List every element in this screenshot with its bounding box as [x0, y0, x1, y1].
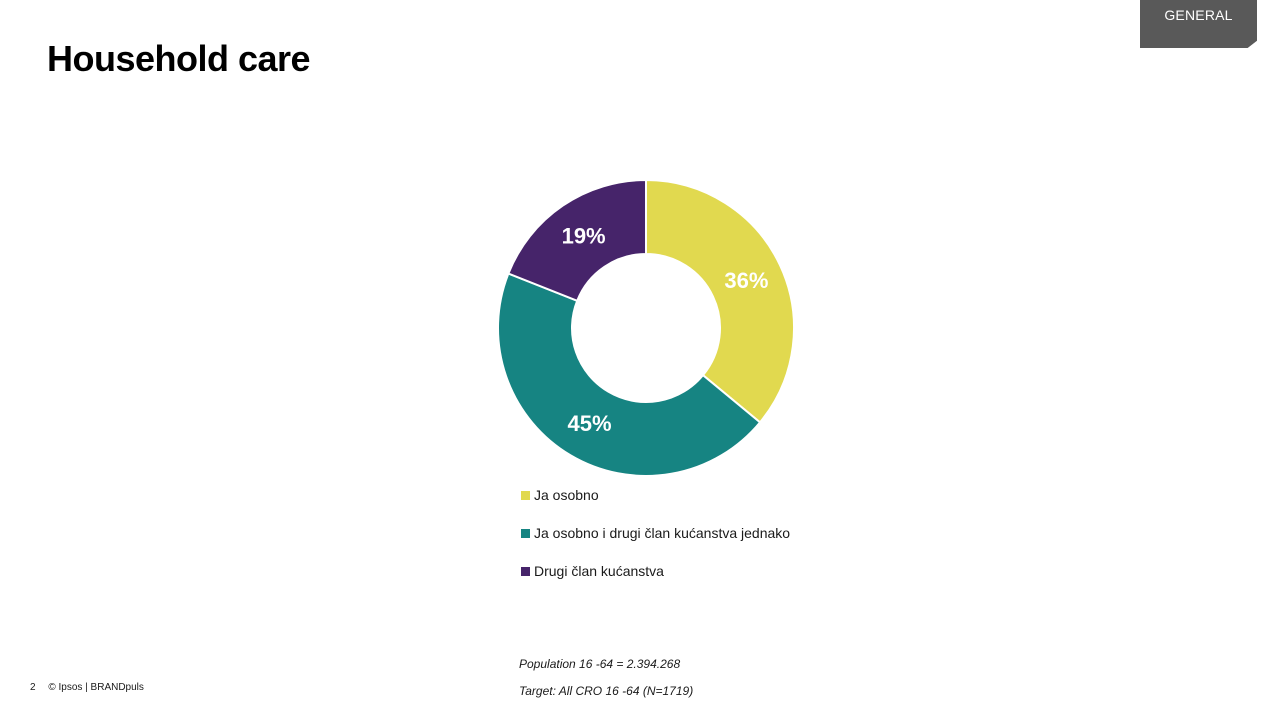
- target-note: Target: All CRO 16 -64 (N=1719): [519, 684, 694, 698]
- legend-item-1: Ja osobno: [521, 484, 790, 506]
- legend-item-3: Drugi član kućanstva: [521, 560, 790, 582]
- donut-slice-1: [645, 178, 795, 424]
- chart-legend: Ja osobno Ja osobno i drugi član kućanstv…: [521, 484, 790, 598]
- copyright: © Ipsos | BRANDpuls: [48, 682, 144, 693]
- legend-swatch: [521, 528, 530, 538]
- legend-label: Drugi član kućanstva: [534, 563, 664, 579]
- data-label-2: 45%: [567, 411, 611, 436]
- legend-label: Ja osobno i drugi član kućanstva jednako: [534, 525, 791, 541]
- data-label-3: 19%: [562, 224, 606, 249]
- legend-swatch: [521, 566, 530, 576]
- legend-label: Ja osobno: [534, 487, 599, 503]
- classification-tag: GENERAL: [1140, 0, 1257, 48]
- legend-item-2: Ja osobno i drugi član kućanstva jednako: [521, 522, 790, 544]
- legend-swatch: [521, 490, 530, 500]
- data-label-1: 36%: [724, 268, 768, 293]
- donut-slice-3: [507, 178, 647, 303]
- footer: 2 © Ipsos | BRANDpuls: [30, 682, 144, 693]
- donut-slice-2: [497, 272, 762, 477]
- page-number: 2: [30, 682, 36, 693]
- population-note: Population 16 -64 = 2.394.268: [519, 657, 681, 671]
- page-title: Household care: [47, 38, 311, 79]
- classification-tag-label: GENERAL: [1164, 7, 1233, 23]
